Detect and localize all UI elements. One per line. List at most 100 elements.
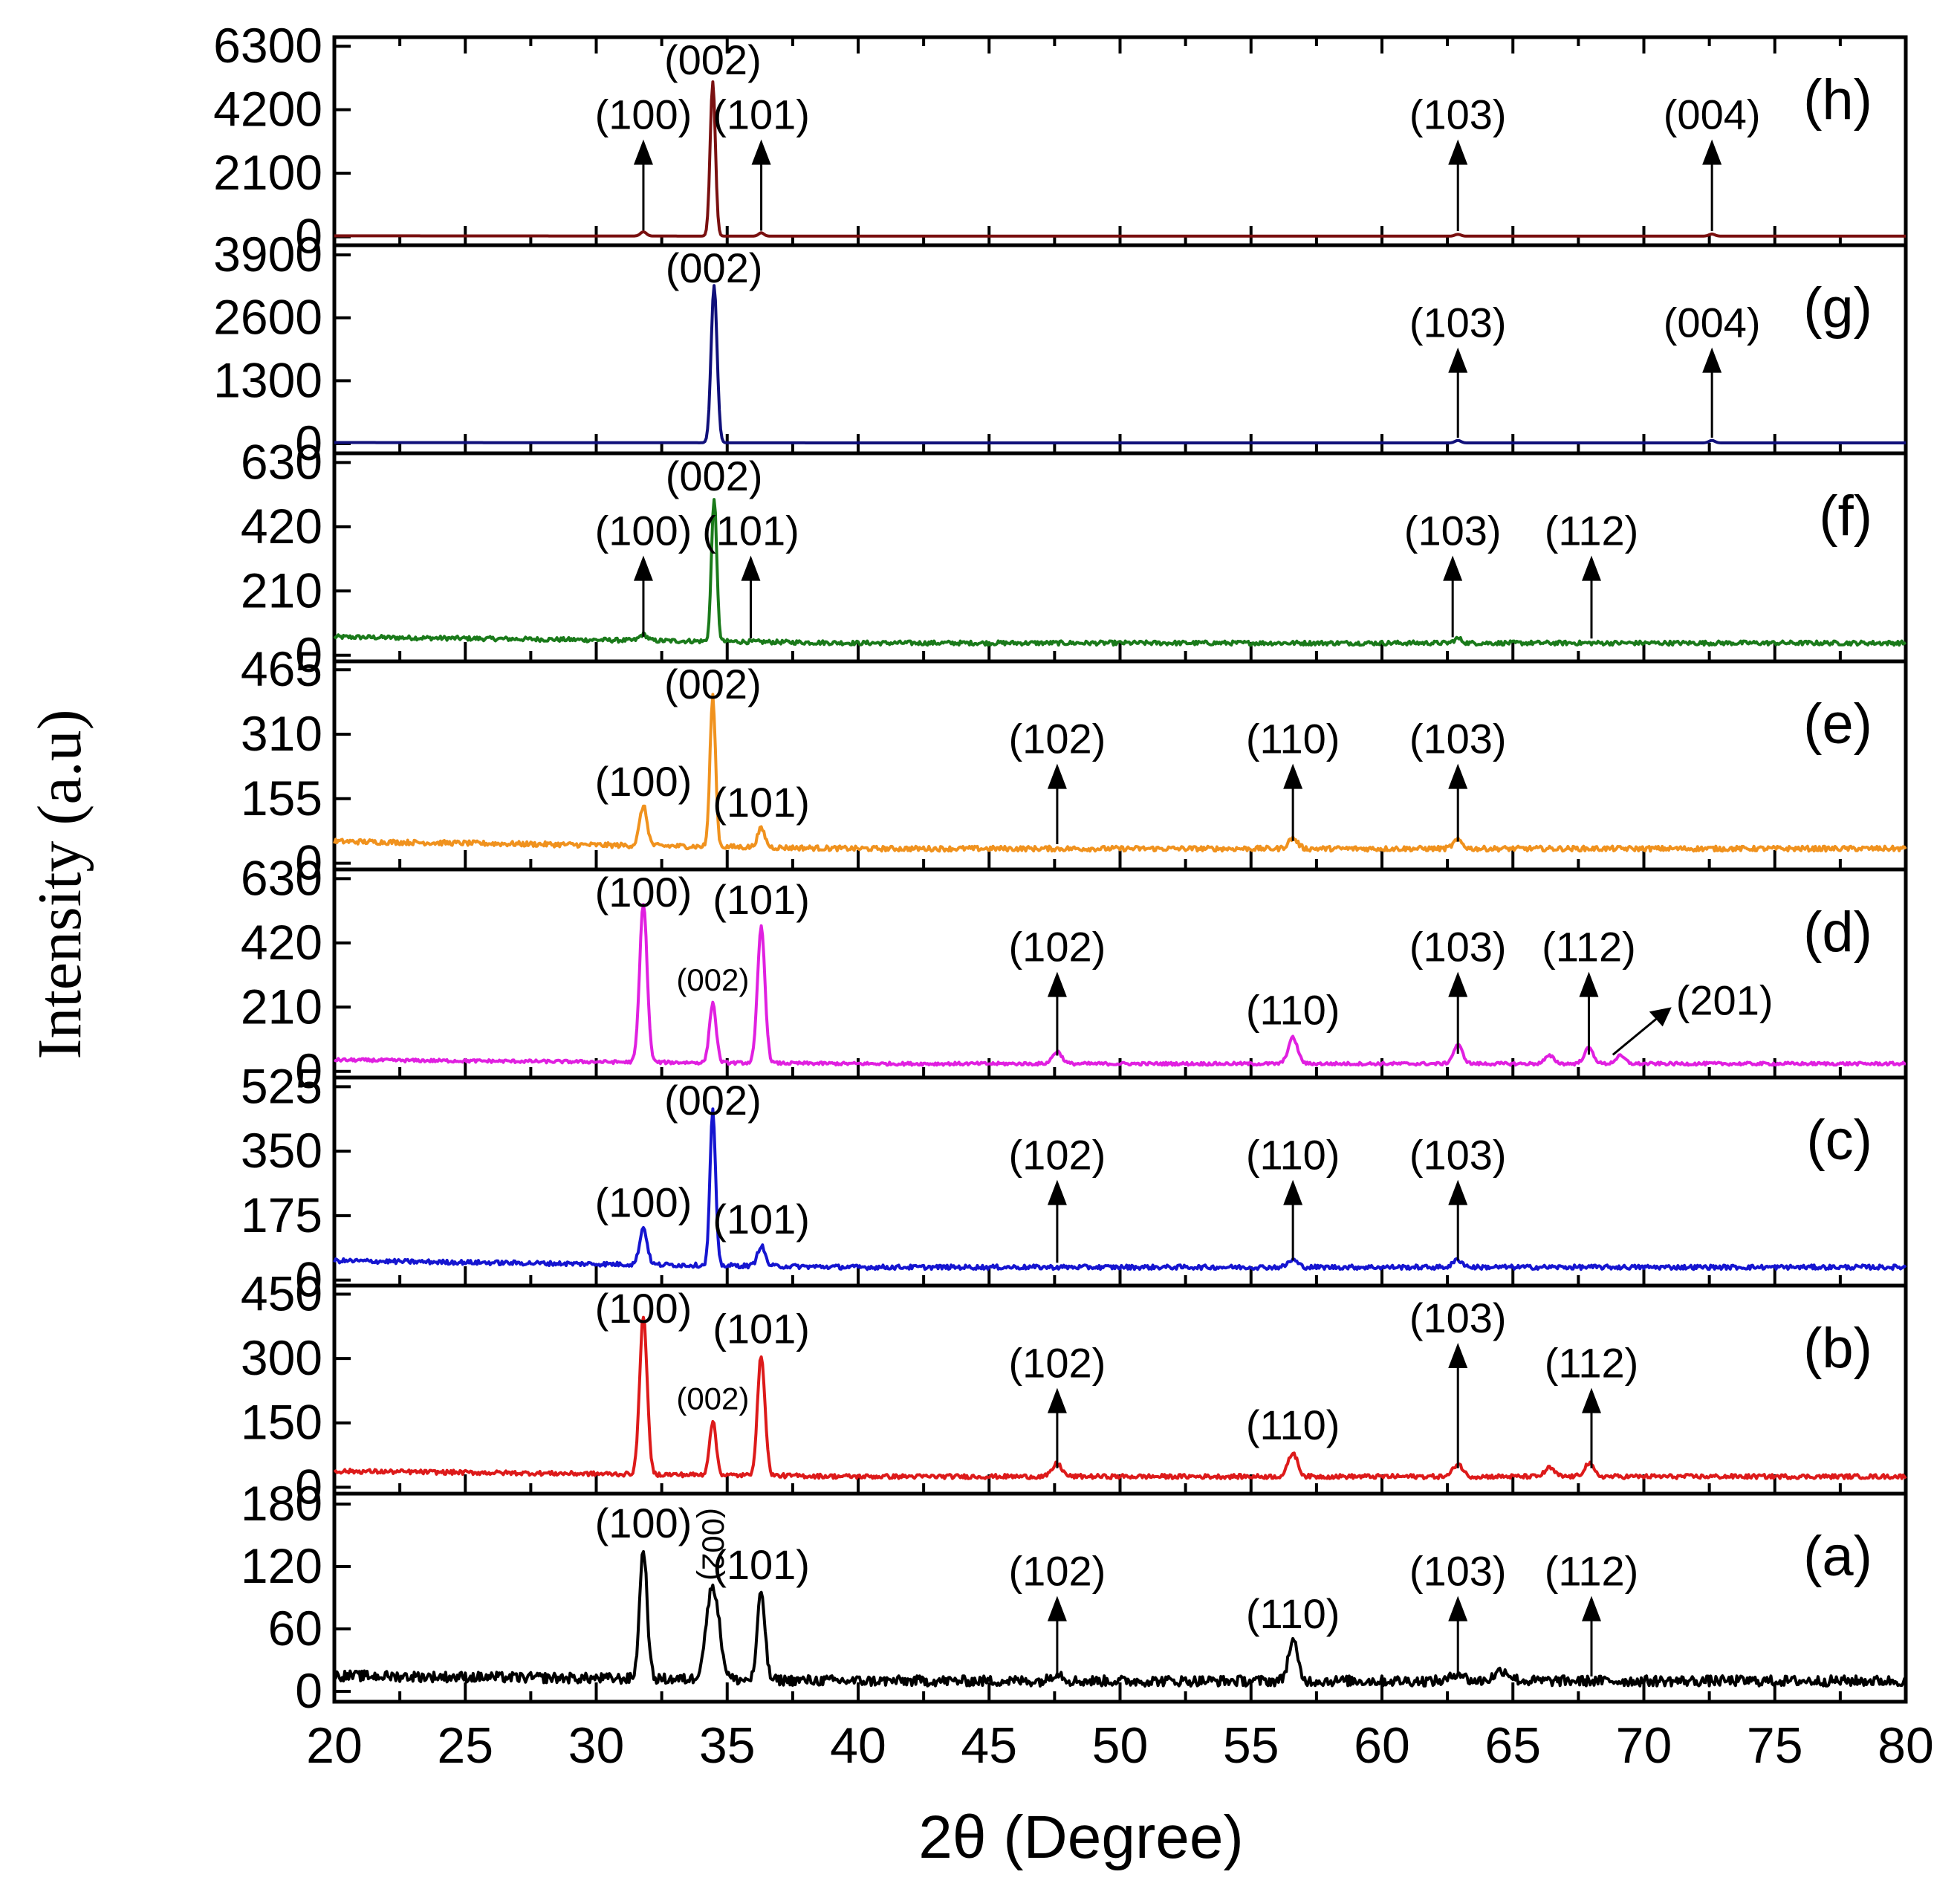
annotation-arrow-head (1448, 347, 1468, 373)
series-line-b (333, 1315, 1907, 1480)
annotation-arrow-head (1702, 139, 1722, 165)
annotation-arrow-head (1448, 763, 1468, 789)
series-line-f (333, 498, 1907, 647)
x-tick-label: 20 (306, 1717, 363, 1774)
peak-annotation: (102) (1009, 1548, 1106, 1595)
annotation-arrow-head (1047, 1387, 1067, 1413)
peak-annotation: (110) (1246, 1590, 1340, 1637)
y-tick-label: 1300 (213, 352, 322, 407)
annotation-arrow-head (1649, 1007, 1672, 1027)
annotation-arrow-head (751, 139, 771, 165)
x-tick-label: 80 (1878, 1717, 1934, 1774)
panel-frame (332, 1075, 1908, 1288)
peak-annotation: (101) (713, 1305, 810, 1352)
peak-annotation: (112) (1545, 1548, 1639, 1595)
peak-annotation: (101) (713, 91, 810, 138)
annotation-arrow-head (1283, 1179, 1303, 1205)
series-line-d (333, 903, 1907, 1067)
x-tick-label: 75 (1747, 1717, 1803, 1774)
series-line-e (333, 693, 1907, 853)
panel-label-e: (e) (1803, 693, 1872, 756)
peak-annotation: (100) (595, 91, 692, 138)
annotation-arrow-head (1702, 347, 1722, 373)
y-tick-label: 175 (241, 1187, 322, 1242)
x-tick-label: 55 (1223, 1717, 1279, 1774)
annotation-arrow-head (1582, 1595, 1601, 1621)
x-axis: 20 25 30 35 40 45 50 55 60 65 70 75 80 (306, 1717, 1934, 1774)
y-tick-label: 630 (241, 850, 322, 905)
panel-frame (332, 243, 1908, 456)
annotation-arrow-head (741, 555, 761, 581)
annotation-arrow-head (633, 555, 653, 581)
annotation-arrow-head (1283, 763, 1303, 789)
y-tick-label: 0 (295, 1459, 322, 1514)
peak-annotation: (103) (1409, 299, 1507, 346)
panel-label-g: (g) (1803, 276, 1872, 340)
y-tick-label: 525 (241, 1058, 322, 1113)
annotation-arrow-head (1579, 971, 1599, 997)
y-tick-label: 0 (295, 1663, 322, 1718)
y-tick-label: 3900 (213, 227, 322, 282)
x-tick-label: 65 (1484, 1717, 1541, 1774)
y-tick-label: 4200 (213, 82, 322, 137)
peak-annotation: (100) (595, 1500, 692, 1546)
peak-annotation: (103) (1409, 716, 1507, 762)
peak-annotation: (102) (1009, 716, 1106, 762)
x-tick-label: 35 (699, 1717, 756, 1774)
peak-annotation: (102) (1009, 924, 1106, 971)
peak-annotation: (002) (664, 661, 762, 707)
annotation-arrow-head (1448, 971, 1468, 997)
panel-d: 0 210 420 630 (d) (100) (002) (101) (102) (110) (1… (241, 850, 1908, 1098)
x-tick-label: 25 (437, 1717, 493, 1774)
panel-label-h: (h) (1803, 68, 1872, 132)
peak-annotation: (103) (1409, 1548, 1507, 1595)
y-tick-label: 630 (241, 434, 322, 489)
x-tick-label: 70 (1616, 1717, 1672, 1774)
annotation-arrow-head (1448, 1595, 1468, 1621)
peak-annotation: (101) (713, 779, 810, 826)
peak-annotation: (110) (1246, 1132, 1340, 1179)
peak-annotation: (103) (1409, 1132, 1507, 1179)
y-tick-label: 420 (241, 499, 322, 554)
peak-annotation: (100) (595, 1179, 692, 1226)
peak-annotation: (100) (595, 1285, 692, 1332)
peak-annotation: (100) (595, 869, 692, 916)
panel-label-a: (a) (1803, 1525, 1872, 1588)
y-tick-label: 0 (295, 835, 322, 890)
peak-annotation: (103) (1409, 91, 1507, 138)
peak-annotation: (101) (713, 1196, 810, 1242)
panel-label-b: (b) (1803, 1317, 1872, 1380)
panel-label-c: (c) (1806, 1109, 1872, 1172)
panel-a: 0 60 120 180 (a) (100) (002)(101) (102) (110) (10… (241, 1476, 1908, 1718)
peak-annotation: (112) (1542, 924, 1636, 971)
annotation-arrow-head (633, 139, 653, 165)
annotation-arrow-head (1047, 971, 1067, 997)
peak-annotation: (100) (595, 758, 692, 805)
y-tick-label: 300 (241, 1330, 322, 1385)
x-tick-label: 30 (568, 1717, 625, 1774)
y-tick-label: 310 (241, 706, 322, 761)
panel-e: 0 155 310 465 (e) (100) (002) (101) (102) (110) (1… (241, 641, 1908, 890)
y-tick-label: 210 (241, 563, 322, 618)
y-tick-label: 0 (295, 1043, 322, 1098)
peak-annotation: (101) (713, 876, 810, 923)
y-tick-label: 420 (241, 915, 322, 970)
panel-frame (332, 1283, 1908, 1496)
y-tick-label: 6300 (213, 18, 322, 73)
annotation-arrow-head (1047, 763, 1067, 789)
peak-annotation: (110) (1246, 1402, 1340, 1448)
annotation-arrow-head (1582, 555, 1601, 581)
peak-annotation: (004) (1664, 91, 1761, 138)
y-tick-label: 0 (295, 627, 322, 682)
x-axis-title: 2θ (Degree) (918, 1804, 1244, 1871)
peak-annotation: (101) (713, 1541, 810, 1588)
peak-annotation: (110) (1246, 716, 1340, 762)
peak-annotation: (101) (702, 508, 799, 554)
y-tick-label: 210 (241, 979, 322, 1034)
y-tick-label: 120 (241, 1538, 322, 1593)
annotation-arrow-head (1448, 1179, 1468, 1205)
peak-annotation: (201) (1676, 976, 1774, 1023)
series-line-c (333, 1107, 1907, 1271)
y-tick-label: 0 (295, 209, 322, 264)
